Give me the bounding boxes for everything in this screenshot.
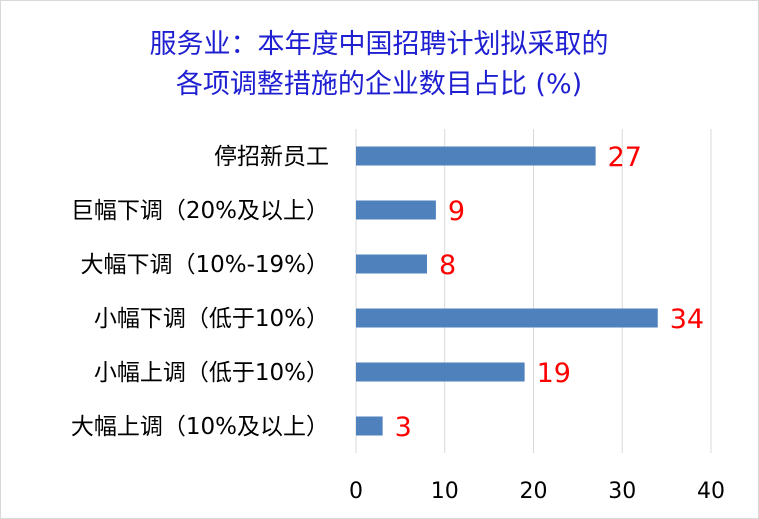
category-label: 巨幅下调（20%及以上）	[71, 198, 329, 224]
value-label: 34	[670, 304, 704, 335]
value-labels: 27 9 8 34 19 3	[395, 142, 704, 443]
x-tick-label: 20	[520, 479, 548, 504]
category-label: 停招新员工	[214, 144, 329, 170]
value-label: 3	[395, 412, 412, 443]
value-label: 27	[608, 142, 642, 173]
x-tick-label: 0	[349, 479, 363, 504]
bar	[356, 362, 525, 382]
bar	[356, 146, 596, 166]
category-label: 小幅上调（低于10%）	[94, 360, 329, 386]
value-label: 19	[537, 358, 571, 389]
x-tick-label: 10	[431, 479, 459, 504]
chart-title-line-2: 各项调整措施的企业数目占比 (%)	[176, 69, 582, 100]
bar	[356, 416, 383, 436]
category-label: 小幅下调（低于10%）	[94, 306, 329, 332]
bar	[356, 254, 427, 274]
category-label: 大幅上调（10%及以上）	[71, 414, 329, 440]
x-tick-label: 30	[608, 479, 636, 504]
gridlines	[355, 129, 712, 453]
x-tick-label: 40	[697, 479, 725, 504]
value-label: 9	[448, 196, 465, 227]
category-label: 大幅下调（10%-19%）	[80, 252, 329, 278]
chart-title-line-1: 服务业：本年度中国招聘计划拟采取的	[150, 29, 609, 60]
bar	[356, 308, 658, 328]
value-label: 8	[439, 250, 456, 281]
bars	[356, 146, 658, 436]
x-tick-labels: 0 10 20 30 40	[349, 479, 725, 504]
bar	[356, 200, 436, 220]
